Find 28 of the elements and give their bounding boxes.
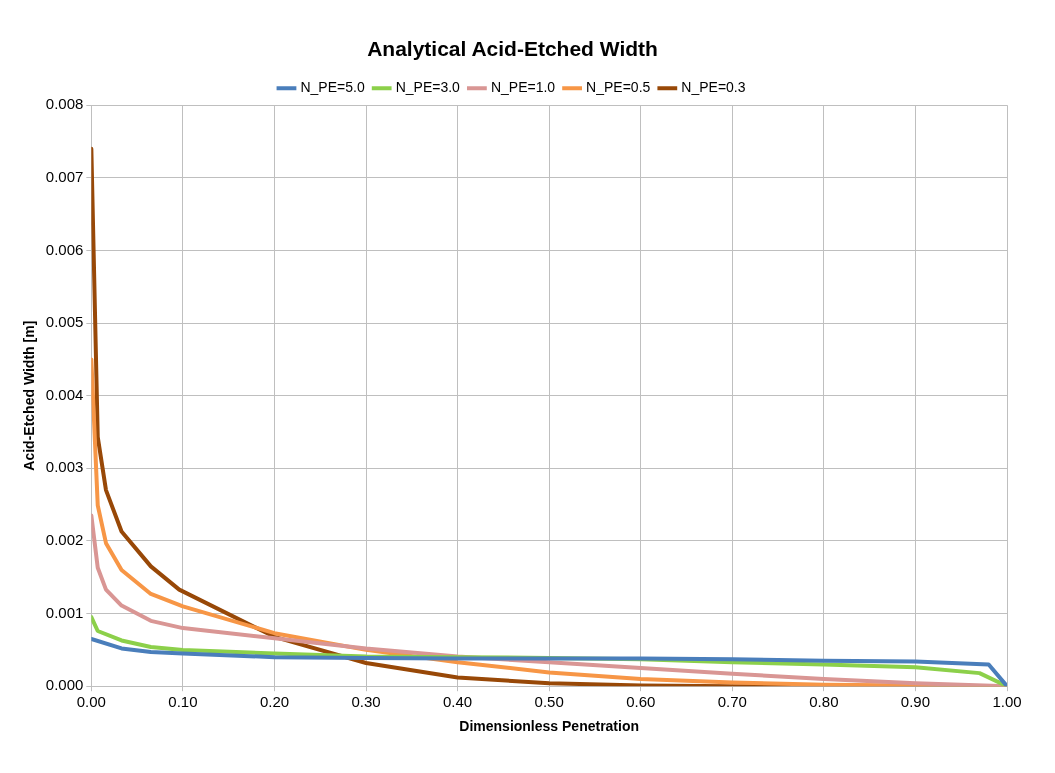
y-tick-label: 0.002 [45, 531, 84, 549]
x-tick-label: 0.60 [626, 693, 656, 711]
y-tick-label: 0.005 [45, 313, 84, 331]
x-tick-label: 0.10 [168, 693, 198, 711]
y-tick-label: 0.004 [45, 385, 84, 403]
y-tick-label: 0.001 [45, 603, 84, 621]
x-tick-label: 0.90 [900, 693, 931, 711]
x-tick-label: 0.00 [76, 693, 106, 711]
x-axis-title: Dimensionless Penetration [459, 718, 640, 735]
y-tick-label: 0.007 [45, 167, 84, 185]
legend-label: N_PE=0.5 [586, 79, 651, 96]
legend-label: N_PE=0.3 [681, 79, 746, 96]
legend-label: N_PE=1.0 [490, 79, 556, 96]
x-tick-label: 0.70 [717, 693, 747, 711]
x-tick-label: 1.00 [992, 693, 1022, 711]
legend-label: N_PE=3.0 [395, 79, 461, 96]
x-tick-label: 0.30 [351, 693, 381, 711]
x-tick-label: 0.80 [809, 693, 839, 711]
y-tick-label: 0.008 [45, 95, 84, 113]
chart-title: Analytical Acid-Etched Width [367, 37, 658, 61]
legend-label: N_PE=5.0 [300, 79, 365, 96]
y-tick-label: 0.003 [45, 458, 84, 476]
x-tick-label: 0.40 [443, 693, 473, 711]
y-tick-label: 0.006 [45, 240, 84, 258]
y-axis-title: Acid-Etched Width [m] [21, 320, 38, 471]
x-tick-label: 0.50 [534, 693, 564, 711]
y-tick-label: 0.000 [45, 676, 84, 694]
x-tick-label: 0.20 [259, 693, 290, 711]
